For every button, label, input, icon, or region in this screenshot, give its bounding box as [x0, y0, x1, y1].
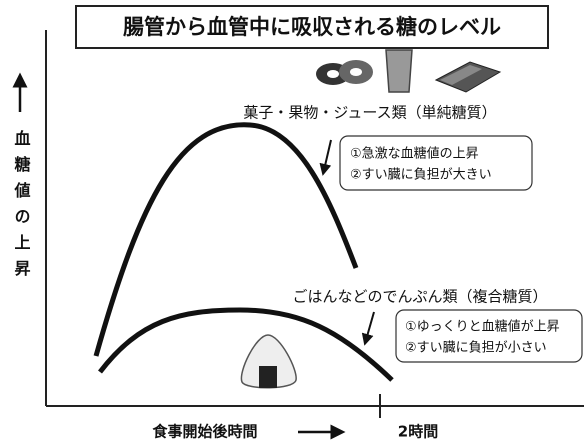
- note: ②すい臓に負担が小さい: [405, 341, 547, 356]
- note-box: [339, 135, 533, 191]
- curve-simple: [93, 122, 359, 357]
- y-axis-label: 血糖値の上昇: [12, 129, 32, 286]
- curve-label: ごはんなどのでんぷん類（複合糖質）: [292, 288, 547, 306]
- onigiri-icon: [240, 334, 297, 389]
- chocolate-icon: [434, 61, 502, 93]
- donut-icons: [316, 60, 373, 85]
- curve-label: 菓子・果物・ジュース類（単純糖質）: [243, 104, 496, 122]
- title-box: [75, 5, 549, 49]
- title: 腸管から血管中に吸収される糖のレベル: [123, 15, 501, 39]
- note: ①ゆっくりと血糖値が上昇: [405, 319, 560, 335]
- pointer: [361, 311, 375, 346]
- pointer: [319, 139, 332, 176]
- curve-complex: [98, 307, 394, 382]
- note-box: [395, 309, 583, 363]
- x-end-label: 2時間: [398, 423, 438, 441]
- note: ①急激な血糖値の上昇: [350, 146, 479, 162]
- note: ②すい臓に負担が大きい: [350, 168, 492, 183]
- glass-icon: [385, 49, 413, 93]
- x-axis-label: 食事開始後時間: [152, 423, 257, 441]
